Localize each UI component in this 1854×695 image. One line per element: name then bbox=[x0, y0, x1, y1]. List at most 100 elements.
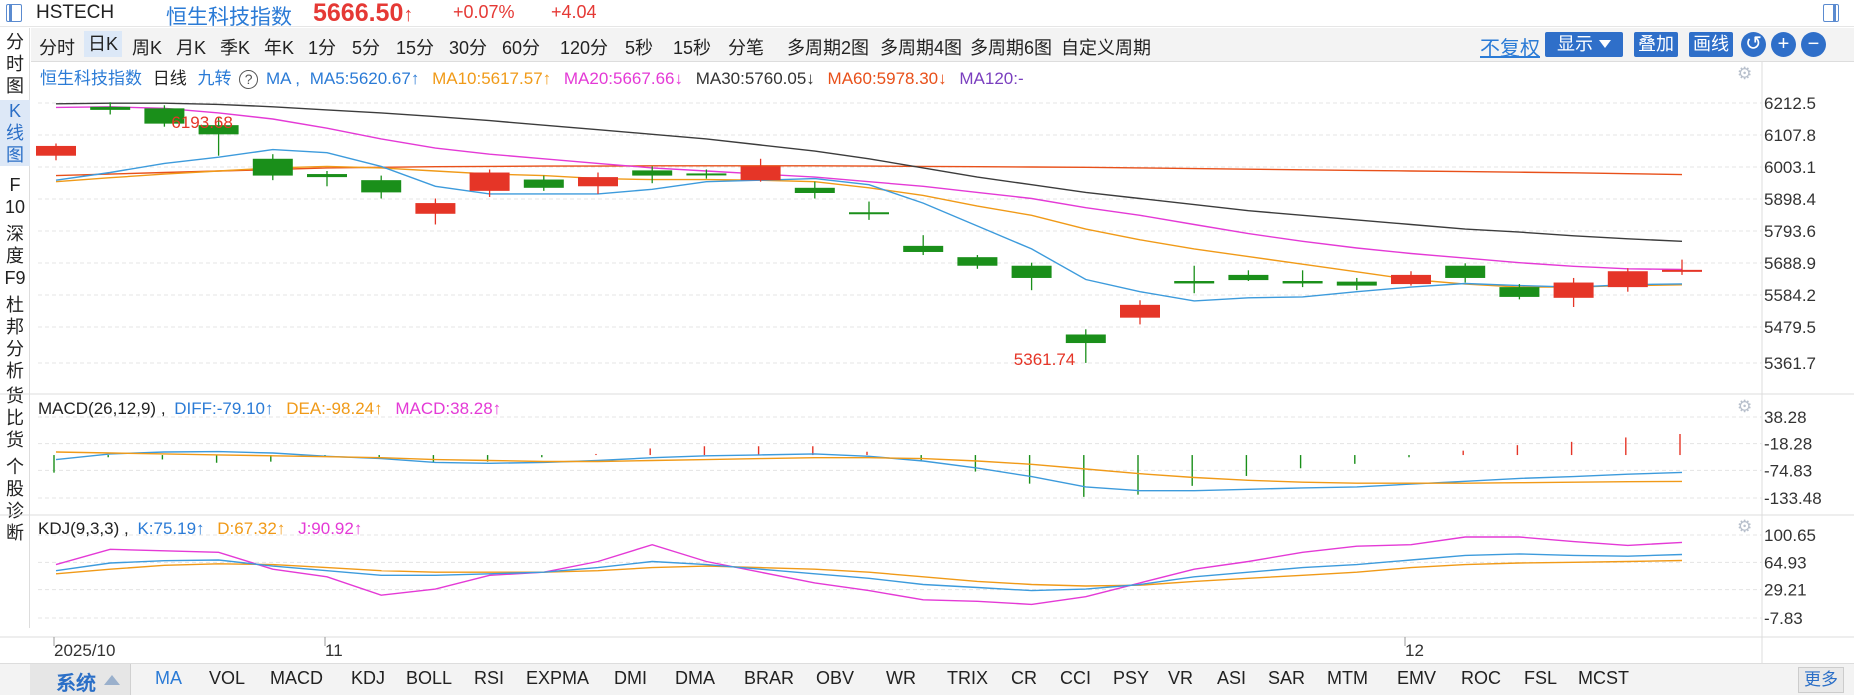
tab-multi-6[interactable]: 多周期6图 bbox=[970, 38, 1053, 58]
tab-multi-2[interactable]: 多周期2图 bbox=[787, 38, 870, 58]
refresh-icon[interactable]: ↺ bbox=[1741, 32, 1766, 57]
candle-up bbox=[469, 172, 510, 191]
tab-tick[interactable]: 分笔 bbox=[728, 38, 764, 58]
indicator-boll[interactable]: BOLL bbox=[406, 668, 453, 688]
indicator-vol[interactable]: VOL bbox=[209, 668, 246, 688]
tab-60min[interactable]: 60分 bbox=[502, 38, 541, 58]
candle-up bbox=[415, 203, 456, 214]
indicator-macd[interactable]: MACD bbox=[270, 668, 323, 688]
tab-1min[interactable]: 1分 bbox=[308, 38, 337, 58]
candle-down bbox=[361, 180, 402, 193]
indicator-obv[interactable]: OBV bbox=[816, 668, 855, 688]
overlay-button[interactable]: 叠加 bbox=[1634, 32, 1678, 57]
display-button[interactable]: 显示 bbox=[1545, 32, 1623, 57]
kdj-j-line bbox=[55, 536, 1683, 606]
tab-5sec[interactable]: 5秒 bbox=[625, 38, 654, 58]
legend-ma20: MA20:5667.66↓ bbox=[563, 69, 683, 88]
main-legend: 恒生科技指数 日线 九转 ? MA , MA5:5620.67↑ MA10:56… bbox=[40, 64, 1024, 89]
sidebar-item-timeshare[interactable]: 分 时 图 bbox=[6, 32, 24, 96]
sidebar-item-f10[interactable]: F 10 bbox=[4, 175, 26, 217]
main-settings-gear-icon[interactable]: ⚙ bbox=[1737, 64, 1753, 83]
sidebar-item-compare[interactable]: 货 比 货 bbox=[6, 386, 24, 450]
high-price-label: 6193.68 bbox=[171, 113, 232, 132]
tab-daily-k[interactable]: 日K bbox=[84, 31, 123, 57]
candle-down bbox=[523, 179, 564, 188]
legend-ma30: MA30:5760.05↓ bbox=[695, 69, 815, 88]
sidebar-item-dupont[interactable]: 杜 邦 分 析 bbox=[6, 295, 24, 381]
sidebar-toggle-icon[interactable] bbox=[6, 4, 22, 22]
indicator-cr[interactable]: CR bbox=[1011, 668, 1037, 688]
kdj-tick-label: 29.21 bbox=[1764, 581, 1807, 600]
zoom-out-icon[interactable]: − bbox=[1801, 32, 1826, 57]
indicator-mcst[interactable]: MCST bbox=[1578, 668, 1629, 688]
kdj-settings-gear-icon[interactable]: ⚙ bbox=[1737, 517, 1753, 536]
candle-down bbox=[957, 257, 998, 266]
indicator-asi[interactable]: ASI bbox=[1217, 668, 1247, 688]
legend-ma5: MA5:5620.67↑ bbox=[309, 69, 420, 88]
panel-toggle-icon[interactable] bbox=[1823, 4, 1839, 22]
candle-up bbox=[1553, 282, 1594, 298]
macd-settings-gear-icon[interactable]: ⚙ bbox=[1737, 397, 1753, 416]
draw-line-button[interactable]: 画线 bbox=[1689, 32, 1733, 57]
indicator-mtm[interactable]: MTM bbox=[1327, 668, 1368, 688]
tab-quarterly-k[interactable]: 季K bbox=[220, 38, 251, 58]
candle-down bbox=[849, 212, 889, 215]
tab-15sec[interactable]: 15秒 bbox=[673, 38, 712, 58]
candle-up bbox=[1391, 274, 1431, 285]
ma60-line bbox=[55, 165, 1683, 177]
legend-ma60: MA60:5978.30↓ bbox=[827, 69, 947, 88]
ma20-line bbox=[55, 106, 1683, 271]
candle-up bbox=[36, 145, 76, 156]
price-tick-label: 6212.5 bbox=[1764, 94, 1816, 113]
indicator-emv[interactable]: EMV bbox=[1397, 668, 1437, 688]
legend-period: 日线 bbox=[152, 69, 187, 88]
tab-monthly-k[interactable]: 月K bbox=[176, 38, 207, 58]
indicator-psy[interactable]: PSY bbox=[1113, 668, 1150, 688]
indicator-wr[interactable]: WR bbox=[886, 668, 916, 688]
indicator-roc[interactable]: ROC bbox=[1461, 668, 1501, 688]
candle-down bbox=[1336, 281, 1377, 286]
indicator-cci[interactable]: CCI bbox=[1060, 668, 1091, 688]
tab-5min[interactable]: 5分 bbox=[352, 38, 381, 58]
sidebar-item-depth-f9[interactable]: 深 度 F9 bbox=[4, 224, 26, 288]
tab-15min[interactable]: 15分 bbox=[396, 38, 435, 58]
indicator-trix[interactable]: TRIX bbox=[947, 668, 989, 688]
indicator-kdj[interactable]: KDJ bbox=[351, 668, 386, 688]
adjustment-select[interactable]: 不复权 bbox=[1480, 38, 1540, 60]
zoom-in-icon[interactable]: + bbox=[1771, 32, 1796, 57]
tab-custom-period[interactable]: 自定义周期 bbox=[1061, 38, 1151, 58]
help-icon[interactable]: ? bbox=[239, 70, 259, 89]
tab-weekly-k[interactable]: 周K bbox=[132, 38, 163, 58]
legend-nine-turn[interactable]: 九转 bbox=[197, 69, 232, 88]
indicator-rsi[interactable]: RSI bbox=[474, 668, 505, 688]
indicator-expma[interactable]: EXPMA bbox=[526, 668, 590, 688]
candle-down bbox=[1011, 265, 1052, 278]
indicator-fsl[interactable]: FSL bbox=[1524, 668, 1558, 688]
candle-down bbox=[307, 174, 347, 178]
kdj-k-line bbox=[55, 553, 1683, 592]
tab-30min[interactable]: 30分 bbox=[449, 38, 488, 58]
indicator-ma[interactable]: MA bbox=[155, 668, 182, 688]
tab-120min[interactable]: 120分 bbox=[560, 38, 609, 58]
indicator-sar[interactable]: SAR bbox=[1268, 668, 1306, 688]
stock-name[interactable]: 恒生科技指数 bbox=[166, 6, 292, 29]
sidebar-item-kline[interactable]: K 线 图 bbox=[0, 100, 30, 166]
tab-multi-4[interactable]: 多周期4图 bbox=[880, 38, 963, 58]
indicator-dma[interactable]: DMA bbox=[675, 668, 715, 688]
macd-legend: MACD(26,12,9) , DIFF:-79.10↑ DEA:-98.24↑… bbox=[38, 399, 501, 419]
sidebar-item-diagnosis[interactable]: 个 股 诊 断 bbox=[6, 457, 24, 543]
indicator-brar[interactable]: BRAR bbox=[744, 668, 795, 688]
price-tick-label: 5688.9 bbox=[1764, 254, 1816, 273]
more-indicators-button[interactable]: 更多 bbox=[1798, 667, 1844, 693]
candle-down bbox=[686, 173, 727, 176]
tab-yearly-k[interactable]: 年K bbox=[264, 38, 295, 58]
indicator-dmi[interactable]: DMI bbox=[614, 668, 647, 688]
candle-up bbox=[1120, 304, 1160, 318]
system-tab[interactable]: 系统 bbox=[30, 664, 131, 695]
indicator-vr[interactable]: VR bbox=[1168, 668, 1194, 688]
tab-timeshare[interactable]: 分时 bbox=[39, 38, 75, 58]
ma30-line bbox=[55, 102, 1683, 242]
macd-value: MACD:38.28↑ bbox=[395, 399, 502, 418]
price-tick-label: 5898.4 bbox=[1764, 190, 1816, 209]
